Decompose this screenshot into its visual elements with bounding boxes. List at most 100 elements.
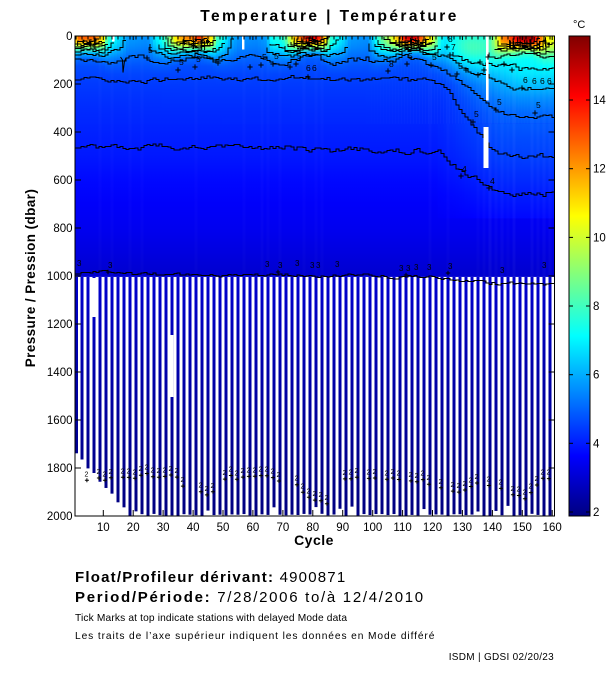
svg-text:2: 2 <box>547 470 551 477</box>
svg-text:2: 2 <box>253 467 257 474</box>
svg-text:160: 160 <box>543 522 562 534</box>
svg-text:°C: °C <box>573 19 585 31</box>
svg-text:2: 2 <box>199 483 203 490</box>
svg-text:2: 2 <box>277 472 281 479</box>
svg-text:2: 2 <box>97 469 101 476</box>
svg-text:2: 2 <box>241 468 245 475</box>
svg-text:150: 150 <box>513 522 532 534</box>
svg-text:2: 2 <box>469 478 473 485</box>
svg-text:2000: 2000 <box>47 511 73 523</box>
svg-text:2: 2 <box>535 476 539 483</box>
svg-text:Cycle: Cycle <box>294 532 334 548</box>
svg-text:2: 2 <box>169 466 173 473</box>
svg-text:2: 2 <box>139 466 143 473</box>
svg-text:Les traits de l’axe supérieur: Les traits de l’axe supérieur indiquent … <box>75 631 435 642</box>
svg-text:2: 2 <box>367 469 371 476</box>
svg-text:2: 2 <box>235 470 239 477</box>
svg-text:60: 60 <box>247 522 260 534</box>
svg-text:3: 3 <box>108 261 113 270</box>
svg-text:5: 5 <box>262 52 267 62</box>
svg-text:2: 2 <box>409 472 413 479</box>
svg-text:4: 4 <box>593 438 600 450</box>
svg-text:2: 2 <box>211 483 215 490</box>
svg-text:2: 2 <box>127 468 131 475</box>
svg-text:2: 2 <box>385 470 389 477</box>
svg-text:1600: 1600 <box>47 415 73 427</box>
svg-text:3: 3 <box>265 260 270 269</box>
svg-text:2: 2 <box>475 474 479 481</box>
svg-text:Tick Marks at top indicate sta: Tick Marks at top indicate stations with… <box>75 613 347 624</box>
svg-text:2: 2 <box>391 469 395 476</box>
svg-text:2: 2 <box>457 483 461 490</box>
svg-text:2: 2 <box>103 471 107 478</box>
svg-text:5: 5 <box>148 45 153 55</box>
svg-text:2: 2 <box>295 476 299 483</box>
svg-text:4: 4 <box>490 176 495 186</box>
svg-text:6: 6 <box>306 63 311 73</box>
svg-text:0: 0 <box>66 31 72 43</box>
svg-text:5: 5 <box>474 109 479 119</box>
svg-text:2: 2 <box>415 473 419 480</box>
svg-text:3: 3 <box>278 261 283 270</box>
svg-text:6: 6 <box>593 370 599 382</box>
svg-text:70: 70 <box>277 522 290 534</box>
svg-text:2: 2 <box>85 471 89 478</box>
svg-text:6: 6 <box>547 76 552 86</box>
svg-text:8: 8 <box>389 59 394 69</box>
svg-text:12: 12 <box>593 164 606 176</box>
svg-text:3: 3 <box>316 261 321 270</box>
svg-text:5: 5 <box>297 51 302 61</box>
svg-text:6: 6 <box>540 76 545 86</box>
svg-text:2: 2 <box>109 469 113 476</box>
svg-text:600: 600 <box>53 175 72 187</box>
svg-text:2: 2 <box>271 469 275 476</box>
svg-text:2: 2 <box>307 488 311 495</box>
svg-text:5: 5 <box>179 57 184 67</box>
svg-text:2: 2 <box>397 471 401 478</box>
svg-text:120: 120 <box>423 522 442 534</box>
svg-text:2: 2 <box>205 486 209 493</box>
svg-text:1800: 1800 <box>47 463 73 475</box>
svg-text:40: 40 <box>187 522 200 534</box>
svg-text:Temperature | Température: Temperature | Température <box>200 8 458 25</box>
svg-text:5: 5 <box>497 97 502 107</box>
svg-text:2: 2 <box>487 477 491 484</box>
svg-text:2: 2 <box>451 482 455 489</box>
svg-text:800: 800 <box>53 223 72 235</box>
svg-text:5: 5 <box>408 51 413 61</box>
svg-text:2: 2 <box>511 486 515 493</box>
svg-text:2: 2 <box>319 492 323 499</box>
svg-text:5: 5 <box>274 51 279 61</box>
svg-text:3: 3 <box>406 264 411 273</box>
svg-text:2: 2 <box>301 483 305 490</box>
svg-text:3: 3 <box>295 259 300 268</box>
svg-text:8: 8 <box>448 34 453 44</box>
svg-text:2: 2 <box>151 468 155 475</box>
svg-text:2: 2 <box>259 467 263 474</box>
svg-text:4: 4 <box>462 164 467 174</box>
svg-text:110: 110 <box>393 522 411 534</box>
svg-text:2: 2 <box>343 470 347 477</box>
svg-text:2: 2 <box>229 467 233 474</box>
svg-text:2: 2 <box>313 491 317 498</box>
svg-text:1200: 1200 <box>47 319 73 331</box>
svg-text:1400: 1400 <box>47 367 73 379</box>
svg-text:2: 2 <box>593 507 599 519</box>
svg-text:6: 6 <box>523 75 528 85</box>
svg-text:1000: 1000 <box>47 271 73 283</box>
svg-text:8: 8 <box>593 301 599 313</box>
svg-text:2: 2 <box>523 490 527 497</box>
svg-text:3: 3 <box>427 263 432 272</box>
svg-text:2: 2 <box>355 468 359 475</box>
svg-text:3: 3 <box>399 264 404 273</box>
svg-text:3: 3 <box>542 261 547 270</box>
svg-text:5: 5 <box>196 54 201 64</box>
svg-text:2: 2 <box>157 468 161 475</box>
svg-text:2: 2 <box>133 469 137 476</box>
svg-text:2: 2 <box>325 495 329 502</box>
svg-text:3: 3 <box>414 263 419 272</box>
svg-text:2: 2 <box>265 467 269 474</box>
svg-text:100: 100 <box>363 522 382 534</box>
svg-text:6: 6 <box>532 76 537 86</box>
svg-text:30: 30 <box>157 522 170 534</box>
